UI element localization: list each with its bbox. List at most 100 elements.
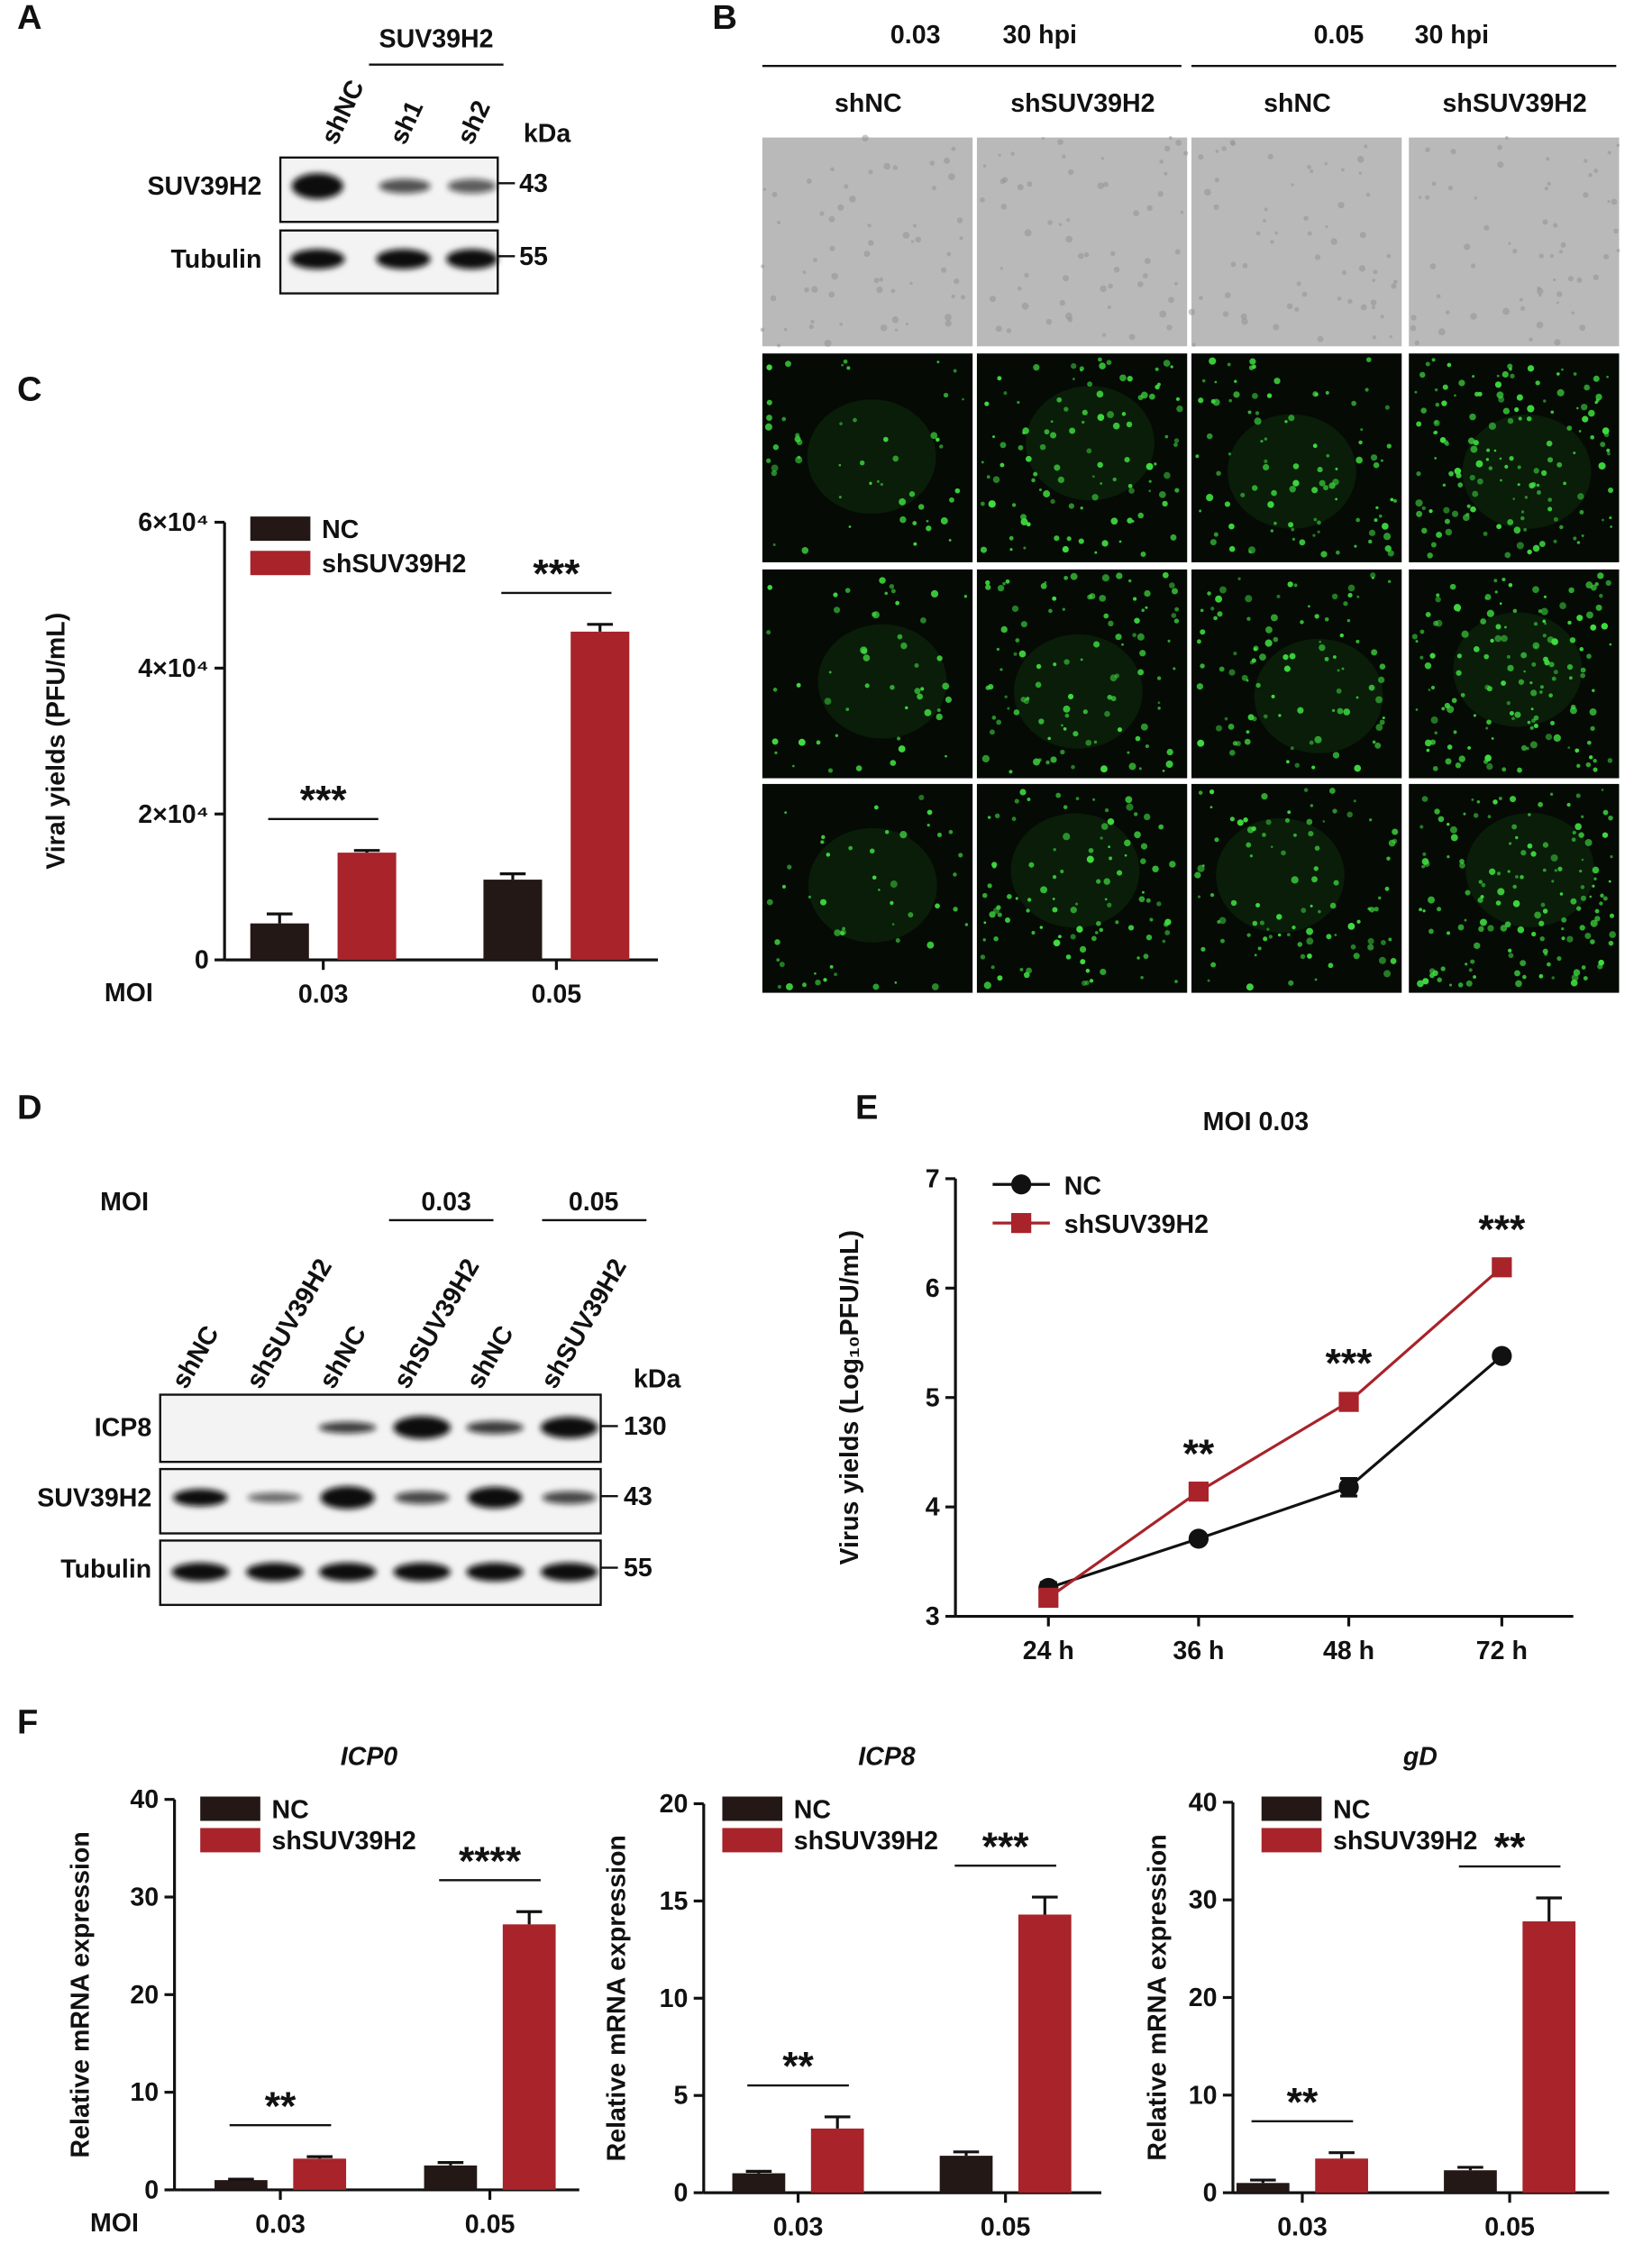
infected-cell <box>1023 546 1027 550</box>
infected-cell <box>876 479 880 483</box>
infected-cell <box>954 488 961 494</box>
infected-cell <box>962 397 964 401</box>
infected-cell <box>879 577 886 584</box>
infected-cell <box>1056 397 1063 403</box>
infected-cell <box>1500 479 1502 482</box>
cell-texture <box>1273 324 1280 331</box>
time-label: 30 hpi <box>1003 21 1078 50</box>
infected-cell <box>882 436 889 442</box>
infected-cell <box>1476 800 1481 804</box>
infected-cell <box>1291 876 1299 884</box>
infected-cell <box>1086 855 1094 863</box>
infected-cell <box>1528 813 1531 816</box>
infected-cell <box>919 616 926 624</box>
infected-cell <box>1443 439 1449 445</box>
infected-cell <box>1578 430 1582 433</box>
bar <box>424 2165 478 2190</box>
infected-cell <box>1504 464 1509 469</box>
significance-label: ** <box>1494 1826 1526 1870</box>
cell-texture <box>806 178 812 184</box>
infected-cell <box>1233 652 1237 656</box>
infected-cell <box>1026 908 1030 913</box>
significance-label: **** <box>459 1839 522 1884</box>
chart-title: ICP8 <box>858 1743 916 1772</box>
infected-cell <box>1103 613 1109 619</box>
cell-texture <box>1471 263 1476 269</box>
blot-band <box>467 1486 523 1509</box>
infected-cell <box>1259 653 1266 661</box>
error-bar <box>499 872 526 880</box>
cell-texture <box>1097 182 1105 189</box>
cell-texture <box>819 211 825 216</box>
infected-cell <box>1417 980 1424 988</box>
background-glow <box>1010 813 1140 928</box>
infected-cell <box>1549 792 1554 796</box>
infected-cell <box>1019 967 1024 971</box>
cell-texture <box>959 236 963 241</box>
infected-cell <box>1075 797 1080 801</box>
cell-texture <box>1450 148 1456 155</box>
infected-cell <box>1547 962 1551 967</box>
infected-cell <box>1529 741 1538 749</box>
infected-cell <box>1532 586 1539 594</box>
infected-cell <box>1425 612 1431 617</box>
cell-texture <box>915 236 922 243</box>
cell-texture <box>1579 324 1586 332</box>
infected-cell <box>1312 443 1318 449</box>
infected-cell <box>1550 410 1555 415</box>
infected-cell <box>1365 357 1372 362</box>
cell-texture <box>808 324 814 330</box>
infected-cell <box>1435 619 1443 627</box>
infected-cell <box>1025 455 1032 462</box>
time-label: 30 hpi <box>1415 21 1490 50</box>
infected-cell <box>1052 898 1055 900</box>
infected-cell <box>1534 645 1538 648</box>
blot-band <box>320 1486 375 1510</box>
infected-cell <box>1300 620 1304 625</box>
cell-texture <box>1164 171 1168 176</box>
infected-cell <box>1450 834 1458 842</box>
infected-cell <box>1416 471 1421 477</box>
infected-cell <box>1246 933 1251 937</box>
infected-cell <box>1431 358 1436 362</box>
infected-cell <box>1454 394 1456 397</box>
infected-cell <box>1324 656 1329 661</box>
cell-texture <box>1065 235 1072 243</box>
infected-cell <box>1228 669 1236 676</box>
infected-cell <box>1093 740 1098 744</box>
infected-cell <box>1504 625 1507 629</box>
infected-cell <box>815 979 821 986</box>
infected-cell <box>914 662 919 668</box>
infected-cell <box>1590 725 1595 731</box>
infected-cell <box>1602 518 1604 522</box>
infected-cell <box>1422 852 1427 856</box>
infected-cell <box>981 892 988 898</box>
brightfield-image <box>1409 137 1620 347</box>
infected-cell <box>766 399 772 406</box>
infected-cell <box>1473 714 1476 717</box>
cell-texture <box>828 215 835 223</box>
infected-cell <box>1246 730 1250 734</box>
cell-texture <box>946 251 952 257</box>
cell-texture <box>1067 316 1073 323</box>
infected-cell <box>1518 679 1525 685</box>
legend-swatch <box>250 551 311 576</box>
infected-cell <box>1380 939 1386 945</box>
infected-cell <box>1583 976 1588 981</box>
infected-cell <box>1071 764 1075 770</box>
infected-cell <box>1124 456 1130 463</box>
cell-texture <box>1558 250 1564 254</box>
infected-cell <box>1173 438 1180 443</box>
cell-texture <box>891 315 899 324</box>
infected-cell <box>1544 952 1548 956</box>
point <box>1038 1587 1059 1609</box>
infected-cell <box>1589 895 1593 898</box>
infected-cell <box>1499 457 1502 461</box>
error-bar <box>437 2161 464 2166</box>
infected-cell <box>1300 953 1306 960</box>
infected-cell <box>1425 361 1430 367</box>
infected-cell <box>1219 586 1227 594</box>
infected-cell <box>1050 432 1057 439</box>
infected-cell <box>1496 524 1502 530</box>
y-tick-label: 10 <box>660 1984 689 2013</box>
